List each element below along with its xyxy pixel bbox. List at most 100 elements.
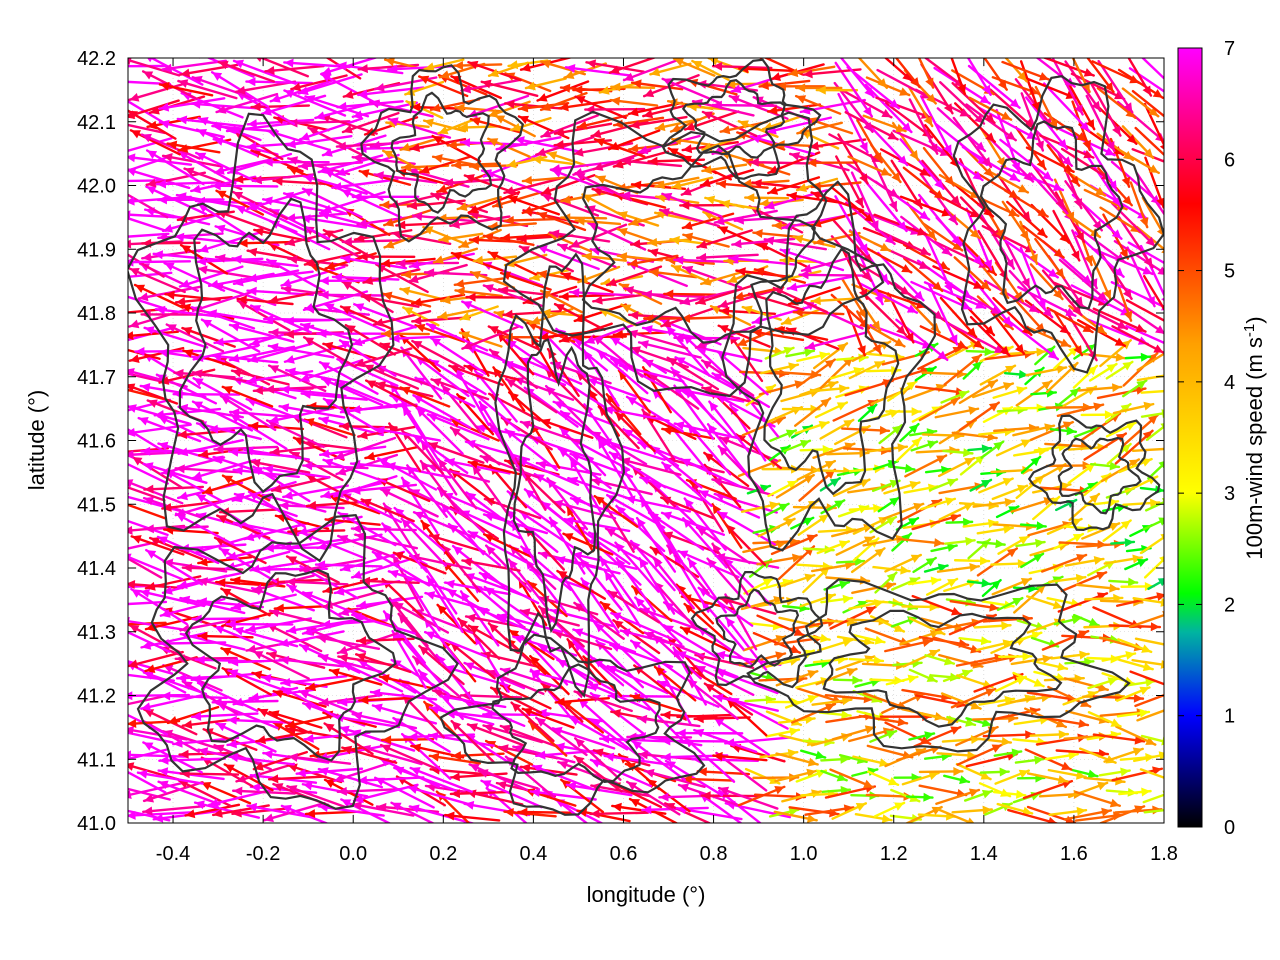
wind-arrow xyxy=(226,715,295,725)
wind-arrow xyxy=(1143,556,1164,579)
wind-arrow xyxy=(864,246,913,274)
wind-arrow xyxy=(997,535,1030,555)
wind-arrow xyxy=(996,802,1034,816)
wind-arrow xyxy=(911,405,943,423)
wind-arrow xyxy=(995,438,1033,457)
wind-arrow xyxy=(529,654,570,696)
wind-arrow xyxy=(1099,805,1146,823)
wind-arrow xyxy=(976,539,1006,549)
wind-arrow xyxy=(974,171,1020,200)
wind-arrow xyxy=(507,558,550,611)
wind-arrow xyxy=(535,135,595,157)
wind-arrow xyxy=(397,612,440,662)
wind-arrow xyxy=(552,499,617,520)
wind-arrow xyxy=(232,466,300,479)
wind-arrow xyxy=(128,64,168,68)
wind-arrow xyxy=(429,336,488,376)
wind-arrow xyxy=(682,232,730,248)
wind-arrow xyxy=(918,766,964,776)
wind-arrow xyxy=(1039,715,1090,729)
wind-arrow xyxy=(524,77,567,91)
wind-arrow xyxy=(847,155,892,177)
wind-arrow xyxy=(912,556,937,574)
wind-arrow xyxy=(642,73,700,98)
wind-arrow xyxy=(908,668,938,683)
wind-arrow xyxy=(857,58,889,90)
wind-arrow xyxy=(574,216,622,226)
wind-arrow xyxy=(785,348,816,358)
x-tick-label: 1.8 xyxy=(1150,843,1178,865)
wind-arrow xyxy=(1019,220,1039,265)
wind-arrow xyxy=(1080,410,1116,420)
wind-arrow xyxy=(488,348,539,390)
wind-arrow xyxy=(350,556,416,579)
wind-arrow xyxy=(1006,347,1047,357)
wind-arrow xyxy=(146,115,201,130)
wind-arrow xyxy=(152,250,221,262)
wind-arrow xyxy=(810,296,854,306)
wind-arrow xyxy=(815,667,858,686)
wind-arrow xyxy=(228,408,297,419)
contour-line xyxy=(178,197,354,494)
wind-arrow xyxy=(191,369,254,384)
y-tick-label: 41.8 xyxy=(77,303,116,325)
wind-arrow xyxy=(299,214,368,229)
wind-arrow xyxy=(249,458,311,474)
wind-arrow xyxy=(331,272,400,282)
wind-arrow xyxy=(1029,729,1070,739)
wind-arrow xyxy=(305,677,360,692)
wind-arrow xyxy=(272,176,332,186)
wind-arrow xyxy=(627,254,679,268)
wind-arrow xyxy=(128,383,179,405)
wind-arrow xyxy=(1077,383,1123,393)
wind-arrow xyxy=(480,79,539,97)
wind-arrow xyxy=(1141,58,1164,80)
wind-arrow xyxy=(1136,709,1164,722)
wind-arrow xyxy=(997,651,1033,661)
wind-arrow xyxy=(908,98,939,155)
wind-arrow xyxy=(503,808,557,818)
wind-arrow xyxy=(507,628,555,661)
wind-arrow xyxy=(1087,677,1119,690)
wind-arrow xyxy=(943,353,983,386)
wind-arrow xyxy=(1006,200,1048,239)
wind-arrow xyxy=(499,233,555,243)
wind-arrow xyxy=(337,534,399,560)
wind-arrow xyxy=(272,721,320,751)
wind-arrow xyxy=(399,286,443,301)
wind-arrow xyxy=(643,631,705,658)
wind-arrow xyxy=(142,496,206,520)
colorbar-tick-label: 4 xyxy=(1224,372,1235,394)
x-tick-label: 0.8 xyxy=(700,843,728,865)
wind-arrow xyxy=(926,577,959,596)
wind-arrow xyxy=(328,668,383,686)
wind-arrow xyxy=(318,361,379,395)
wind-arrow xyxy=(1143,274,1164,312)
wind-arrow xyxy=(992,789,1027,799)
colorbar-tick-label: 3 xyxy=(1224,483,1235,505)
y-axis-label: latitude (°) xyxy=(24,390,49,491)
wind-arrow xyxy=(991,577,1033,596)
wind-arrow xyxy=(764,502,790,517)
wind-arrow xyxy=(128,153,193,166)
wind-arrow xyxy=(371,703,438,725)
wind-arrow xyxy=(128,713,169,736)
wind-arrow xyxy=(1065,170,1107,197)
wind-arrow xyxy=(318,290,385,300)
wind-arrow xyxy=(1089,461,1121,471)
wind-arrow xyxy=(852,516,890,535)
wind-arrow xyxy=(943,774,971,785)
wind-arrow xyxy=(663,289,718,299)
wind-arrow xyxy=(918,396,961,422)
wind-arrow xyxy=(448,364,504,387)
wind-arrow xyxy=(278,403,346,419)
wind-arrow xyxy=(395,220,454,230)
wind-arrow xyxy=(390,801,436,823)
wind-arrow xyxy=(952,116,993,169)
y-tick-label: 41.3 xyxy=(77,622,116,644)
wind-arrow xyxy=(625,395,684,433)
wind-arrow xyxy=(290,74,348,92)
wind-arrow xyxy=(213,335,281,347)
wind-arrow xyxy=(442,177,506,188)
